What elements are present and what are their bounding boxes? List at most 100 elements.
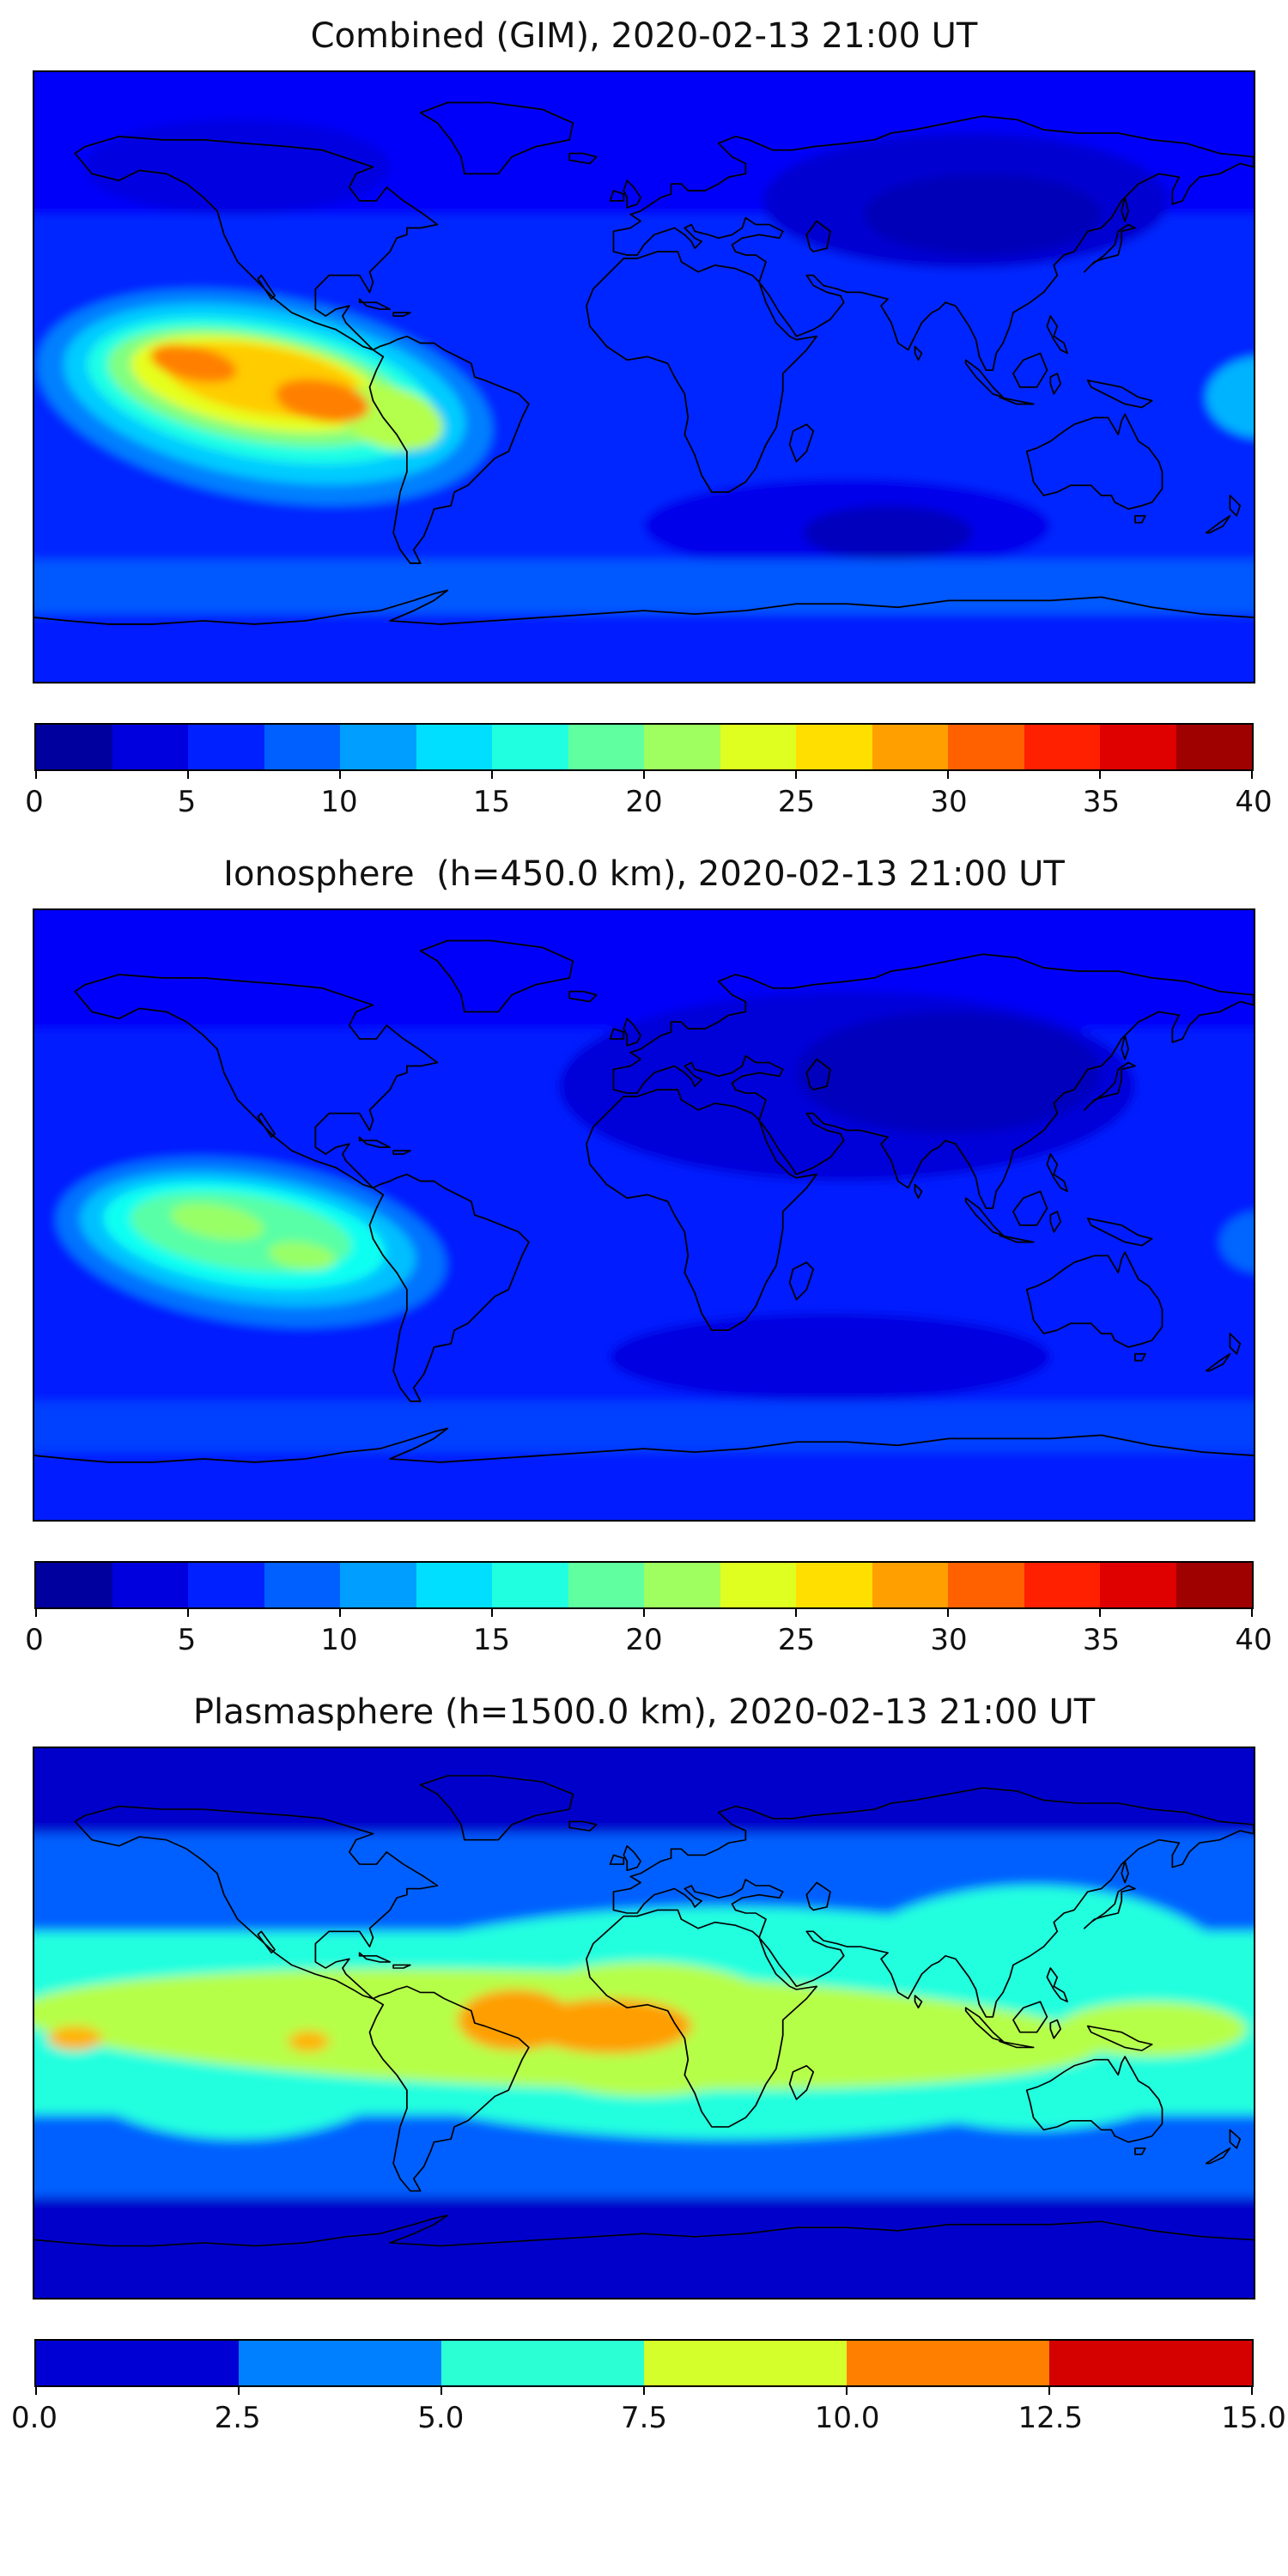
colorbar-tick-mark — [440, 2385, 442, 2395]
colorbar-tick-mark — [1048, 2385, 1050, 2395]
map-ionosphere-450km — [33, 908, 1255, 1522]
colorbar-segment — [847, 2341, 1049, 2385]
colorbar-segment — [872, 725, 948, 769]
colorbar-tick-label: 5.0 — [417, 2401, 465, 2435]
colorbar-tick-mark — [35, 2385, 37, 2395]
colorbar-tick-label: 40 — [1235, 1623, 1273, 1657]
colorbar-tick-label: 0 — [25, 785, 44, 819]
colorbar-segment — [36, 725, 112, 769]
colorbar-tick-label: 30 — [930, 1623, 968, 1657]
colorbar-segment — [36, 1563, 112, 1607]
colorbar-segment — [644, 2341, 847, 2385]
colorbar-bar — [34, 1561, 1254, 1617]
colorbar-plasmasphere-1500km: 0.0 2.5 5.0 7.5 10.0 12.5 15.0 — [11, 2339, 1286, 2440]
colorbar-tick-mark — [339, 1607, 341, 1617]
colorbar-tick-mark — [795, 1607, 797, 1617]
colorbar-segment — [720, 1563, 796, 1607]
colorbar-tick-labels: 0 5 10 15 20 25 30 35 40 — [25, 1623, 1272, 1662]
map-plasmasphere-1500km — [33, 1747, 1255, 2300]
colorbar-segment — [112, 1563, 188, 1607]
figure: Combined (GIM), 2020-02-13 21:00 UT 0 5 10… — [0, 15, 1288, 2440]
colorbar-tick-mark — [947, 769, 949, 779]
colorbar-tick-label: 15.0 — [1221, 2401, 1286, 2435]
colorbar-tick-mark — [187, 1607, 189, 1617]
colorbar-tick-label: 5 — [177, 785, 197, 819]
colorbar-tick-mark — [238, 2385, 240, 2395]
colorbar-tick-label: 35 — [1082, 1623, 1121, 1657]
colorbar-tick-mark — [1251, 769, 1253, 779]
colorbar-ionosphere-450km: 0 5 10 15 20 25 30 35 40 — [25, 1561, 1273, 1662]
colorbar-tick-mark — [1251, 2385, 1253, 2395]
colorbar-segment — [948, 1563, 1024, 1607]
colorbar-tick-mark — [491, 1607, 493, 1617]
world-map-svg — [34, 1748, 1254, 2298]
colorbar-tick-label: 20 — [625, 1623, 663, 1657]
colorbar-segment — [1176, 1563, 1252, 1607]
colorbar-segment — [644, 1563, 720, 1607]
colorbar-tick-label: 7.5 — [620, 2401, 668, 2435]
colorbar-tick-mark — [187, 769, 189, 779]
colorbar-segment — [948, 725, 1024, 769]
colorbar-segment — [1024, 725, 1100, 769]
colorbar-tick-mark — [643, 2385, 645, 2395]
panel-title: Combined (GIM), 2020-02-13 21:00 UT — [310, 16, 978, 56]
colorbar-tick-label: 20 — [625, 785, 663, 819]
colorbar-segment — [1024, 1563, 1100, 1607]
colorbar-tick-label: 15 — [472, 1623, 511, 1657]
colorbar-segment — [188, 1563, 264, 1607]
colorbar-tick-mark — [795, 769, 797, 779]
colorbar-tick-label: 12.5 — [1018, 2401, 1084, 2435]
colorbar-tick-mark — [846, 2385, 848, 2395]
colorbar-combined-gim: 0 5 10 15 20 25 30 35 40 — [25, 723, 1273, 824]
coastlines — [34, 101, 1254, 625]
colorbar-segment — [492, 725, 568, 769]
panel-ionosphere-450km: Ionosphere (h=450.0 km), 2020-02-13 21:0… — [0, 854, 1288, 1662]
map-combined-gim — [33, 70, 1255, 683]
colorbar-segment — [340, 1563, 416, 1607]
colorbar-segment — [36, 2341, 239, 2385]
colorbar-tick-label: 0 — [25, 1623, 44, 1657]
colorbar-segment — [416, 1563, 492, 1607]
colorbar-segment — [112, 725, 188, 769]
colorbar-segment — [872, 1563, 948, 1607]
colorbar-tick-label: 25 — [777, 1623, 816, 1657]
colorbar-tick-label: 10 — [320, 785, 358, 819]
colorbar-tick-label: 5 — [177, 1623, 197, 1657]
colorbar-segment — [492, 1563, 568, 1607]
colorbar-segment — [340, 725, 416, 769]
colorbar-segment — [1176, 725, 1252, 769]
panel-title: Plasmasphere (h=1500.0 km), 2020-02-13 2… — [192, 1692, 1096, 1732]
colorbar-segment — [720, 725, 796, 769]
colorbar-tick-label: 25 — [777, 785, 816, 819]
colorbar-segment — [1100, 725, 1176, 769]
colorbar-tick-label: 10 — [320, 1623, 358, 1657]
colorbar-tick-labels: 0.0 2.5 5.0 7.5 10.0 12.5 15.0 — [11, 2401, 1286, 2440]
colorbar-tick-mark — [1099, 769, 1101, 779]
colorbar-tick-mark — [339, 769, 341, 779]
colorbar-tick-label: 15 — [472, 785, 511, 819]
colorbar-tick-mark — [947, 1607, 949, 1617]
colorbar-segment — [264, 1563, 340, 1607]
panel-combined-gim: Combined (GIM), 2020-02-13 21:00 UT 0 5 10… — [0, 15, 1288, 824]
colorbar-tick-labels: 0 5 10 15 20 25 30 35 40 — [25, 785, 1272, 824]
colorbar-tick-label: 30 — [930, 785, 968, 819]
colorbar-tick-label: 10.0 — [814, 2401, 880, 2435]
tec-contours — [34, 1748, 1254, 2298]
colorbar-segment — [441, 2341, 644, 2385]
colorbar-segment — [796, 1563, 872, 1607]
colorbar-tick-label: 0.0 — [10, 2401, 58, 2435]
colorbar-tick-mark — [35, 769, 37, 779]
world-map-svg — [34, 910, 1254, 1520]
colorbar-tick-mark — [35, 1607, 37, 1617]
colorbar-tick-label: 35 — [1082, 785, 1121, 819]
panel-plasmasphere-1500km: Plasmasphere (h=1500.0 km), 2020-02-13 2… — [0, 1692, 1288, 2440]
colorbar-tick-mark — [643, 1607, 645, 1617]
coastlines — [34, 1775, 1254, 2247]
colorbar-segment — [796, 725, 872, 769]
colorbar-segment — [1100, 1563, 1176, 1607]
colorbar-tick-label: 2.5 — [214, 2401, 261, 2435]
colorbar-segment — [1049, 2341, 1252, 2385]
colorbar-segment — [568, 725, 644, 769]
colorbar-segment — [568, 1563, 644, 1607]
colorbar-segment — [416, 725, 492, 769]
